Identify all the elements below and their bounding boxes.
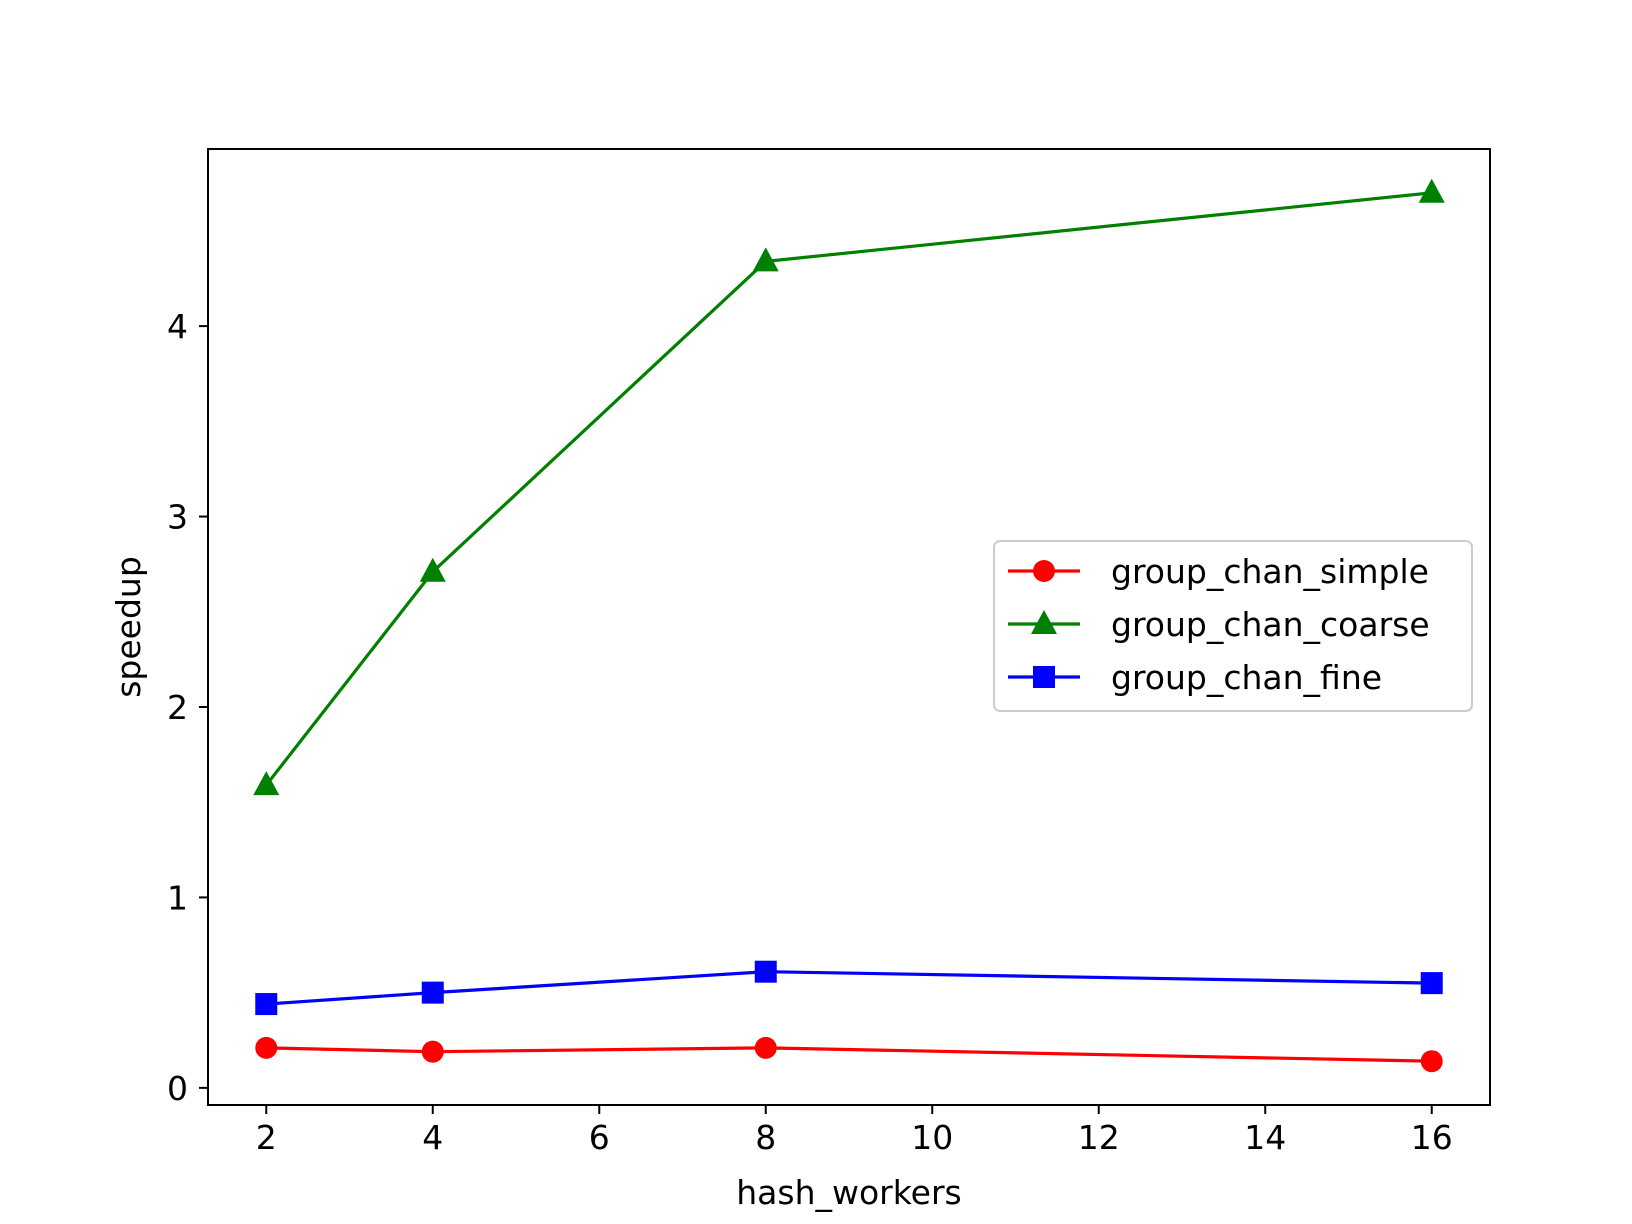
x-tick-label: 2 [256,1118,277,1157]
x-tick-label: 8 [755,1118,776,1157]
data-point-group_chan_simple [255,1036,278,1059]
y-tick-label: 4 [167,307,188,346]
plot-frame [207,148,1491,1106]
x-axis-ticks: 2 4 6 8 10 12 14 16 [256,1105,1453,1157]
series-line-group_chan_fine [266,970,1432,1006]
y-tick-label: 2 [167,688,188,727]
legend-marker-group_chan_fine [1033,666,1055,688]
y-axis-ticks: 0 1 2 3 4 [167,307,208,1108]
y-axis-label: speedup [109,556,148,698]
y-tick-label: 1 [167,878,188,917]
x-axis-label: hash_workers [736,1173,962,1212]
series-line-group_chan_coarse [265,191,1432,787]
x-tick-label: 10 [911,1118,953,1157]
legend-frame [993,540,1473,712]
legend: group_chan_simple group_chan_coarse group_… [993,540,1473,712]
x-tick-label: 6 [589,1118,610,1157]
data-point-group_chan_fine [754,960,777,983]
data-point-group_chan_fine [421,981,444,1004]
legend-label: group_chan_simple [1111,552,1429,591]
data-point-group_chan_fine [1420,972,1443,995]
legend-marker-group_chan_simple [1033,560,1055,582]
y-tick-label: 3 [167,498,188,537]
series-line-group_chan_simple [266,1046,1432,1063]
legend-marker-group_chan_coarse [1031,610,1057,634]
data-point-group_chan_fine [255,993,278,1016]
data-point-group_chan_simple [1420,1050,1443,1073]
data-point-group_chan_coarse [419,557,446,582]
data-point-group_chan_coarse [1418,178,1445,203]
x-tick-label: 12 [1078,1118,1120,1157]
x-tick-label: 14 [1244,1118,1286,1157]
data-point-group_chan_coarse [253,771,280,796]
x-tick-label: 4 [422,1118,443,1157]
data-point-group_chan_coarse [752,247,779,272]
x-tick-label: 16 [1411,1118,1453,1157]
series-layer [253,178,1445,1073]
data-point-group_chan_simple [754,1036,777,1059]
legend-label: group_chan_fine [1111,658,1382,697]
legend-label: group_chan_coarse [1111,605,1430,644]
data-point-group_chan_simple [421,1040,444,1063]
y-tick-label: 0 [167,1069,188,1108]
